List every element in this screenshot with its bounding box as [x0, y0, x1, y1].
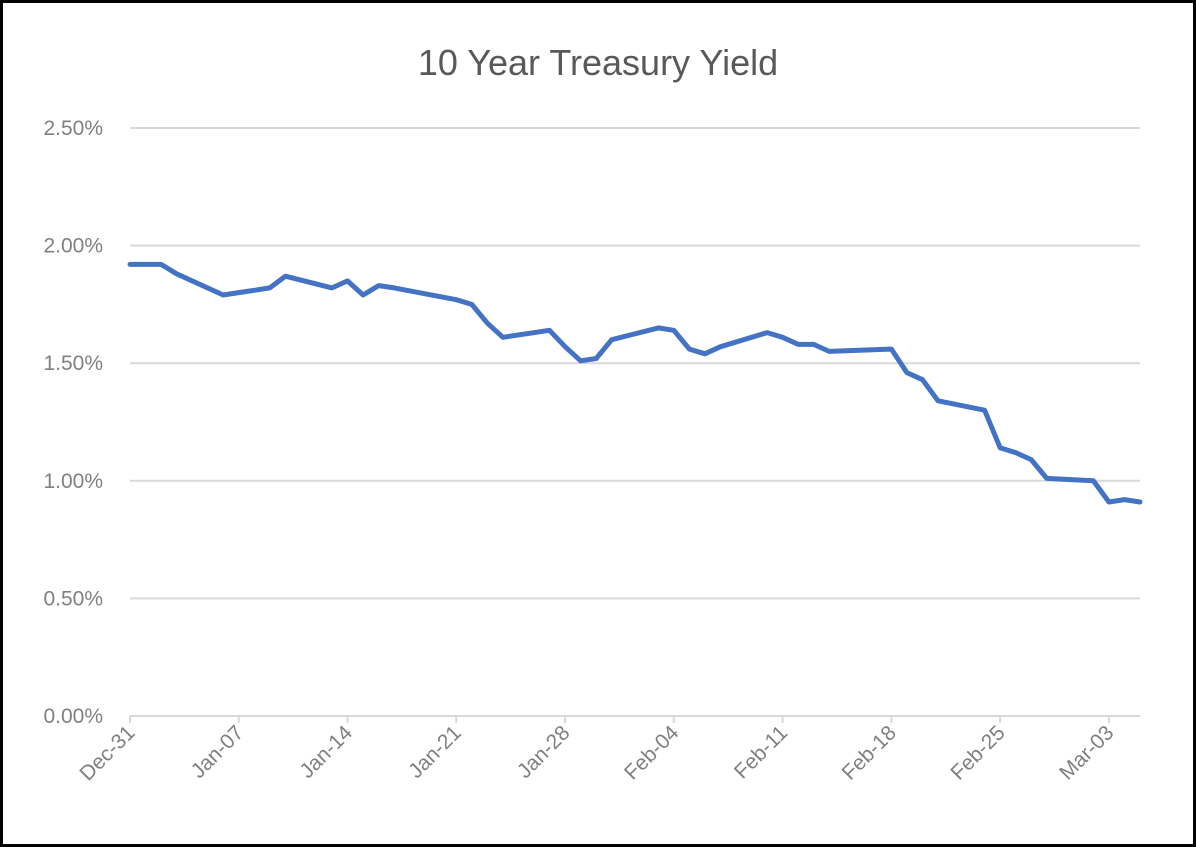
x-tick-label: Dec-31: [75, 721, 139, 785]
x-tick-label: Mar-03: [1055, 721, 1118, 784]
y-tick-label: 1.00%: [43, 470, 103, 493]
x-axis-ticks: Dec-31 Jan-07 Jan-14 Jan-21 Jan-28 Feb-04 Feb-…: [75, 716, 1118, 785]
x-tick-label: Feb-04: [620, 721, 684, 785]
x-tick-label: Jan-28: [513, 721, 575, 783]
y-tick-label: 0.00%: [43, 705, 103, 728]
x-tick-label: Feb-18: [838, 721, 901, 784]
y-tick-label: 1.50%: [43, 352, 103, 375]
gridlines: [130, 127, 1140, 600]
x-tick-label: Feb-25: [946, 721, 1009, 784]
y-axis-ticks: 0.00% 0.50% 1.00% 1.50% 2.00% 2.50%: [43, 117, 103, 728]
x-tick-label: Jan-21: [404, 721, 466, 783]
y-tick-label: 2.00%: [43, 235, 103, 258]
y-tick-label: 0.50%: [43, 587, 103, 610]
x-tick-label: Feb-11: [730, 721, 792, 783]
x-tick-label: Jan-14: [295, 721, 357, 783]
x-tick-label: Jan-07: [187, 721, 249, 783]
y-tick-label: 2.50%: [43, 117, 103, 140]
series-line: [127, 261, 1143, 505]
chart-title: 10 Year Treasury Yield: [418, 42, 778, 83]
